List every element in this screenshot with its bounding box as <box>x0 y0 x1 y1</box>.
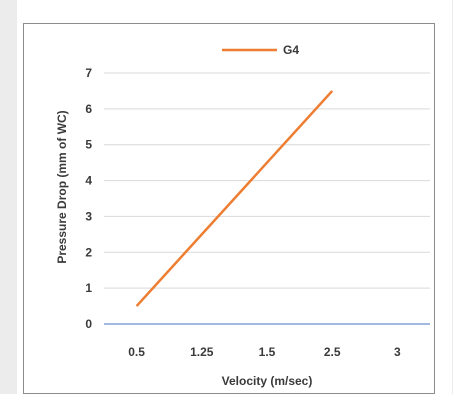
series-layer <box>135 90 334 307</box>
y-tick-label-7: 7 <box>85 66 92 80</box>
x-tick-label-1-25: 1.25 <box>190 345 214 359</box>
x-axis-title: Velocity (m/sec) <box>222 374 313 388</box>
y-tick-label-4: 4 <box>85 174 92 188</box>
series-line-g4 <box>135 90 334 307</box>
y-tick-label-5: 5 <box>85 138 92 152</box>
y-tick-label-3: 3 <box>85 209 92 223</box>
gridlines <box>104 72 430 289</box>
x-tick-label-2-5: 2.5 <box>324 345 341 359</box>
y-tick-label-6: 6 <box>85 102 92 116</box>
y-tick-label-0: 0 <box>85 317 92 331</box>
legend: G4 <box>222 43 299 57</box>
y-tick-label-1: 1 <box>85 281 92 295</box>
x-tick-labels: 0.5 1.25 1.5 2.5 3 <box>128 345 401 359</box>
chart-card <box>23 23 435 394</box>
x-tick-label-3: 3 <box>394 345 401 359</box>
x-tick-label-0-5: 0.5 <box>128 345 145 359</box>
y-tick-label-2: 2 <box>85 245 92 259</box>
y-axis-title: Pressure Drop (mm of WC) <box>55 110 69 263</box>
legend-label-g4: G4 <box>283 43 299 57</box>
x-tick-label-1-5: 1.5 <box>259 345 276 359</box>
y-tick-labels: 0 1 2 3 4 5 6 7 <box>85 66 92 331</box>
